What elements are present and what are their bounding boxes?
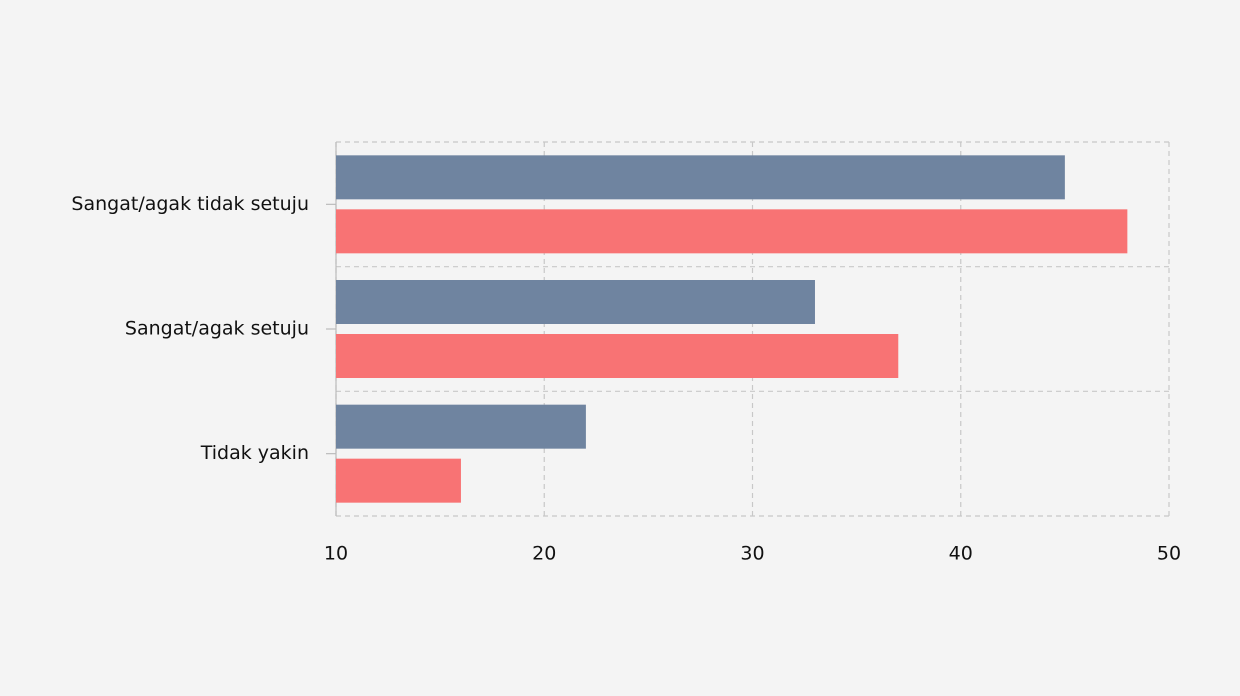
bar: [336, 209, 1128, 254]
x-tick-label: 20: [532, 543, 556, 565]
y-tick-label: Sangat/agak setuju: [125, 318, 309, 340]
bar: [336, 404, 586, 449]
x-tick-label: 30: [740, 543, 764, 565]
bar: [336, 280, 815, 324]
x-tick-label: 40: [949, 543, 973, 565]
x-tick-label: 50: [1157, 543, 1181, 565]
y-tick-label: Sangat/agak tidak setuju: [71, 193, 309, 215]
y-tick-label: Tidak yakin: [200, 442, 309, 464]
bar: [336, 458, 461, 503]
x-tick-label: 10: [324, 543, 348, 565]
bar: [336, 334, 899, 378]
bar: [336, 155, 1065, 200]
